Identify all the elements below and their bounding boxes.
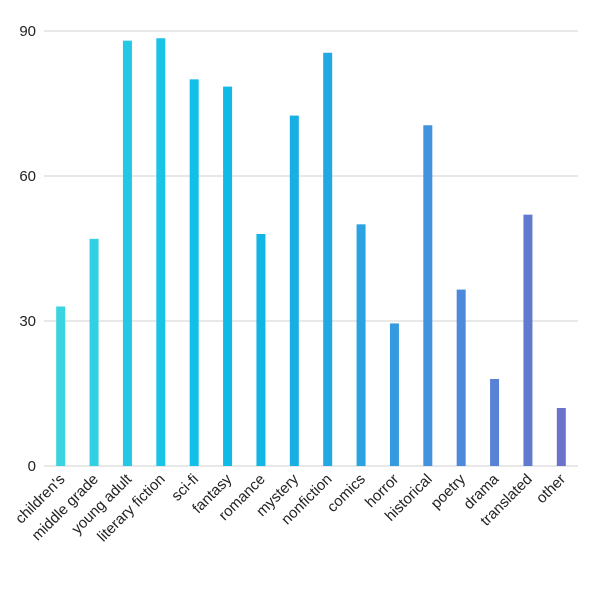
x-tick-label: other — [533, 471, 569, 507]
bar-children-s — [56, 306, 66, 466]
bars — [56, 38, 566, 467]
y-axis-ticks: 0 30 60 90 — [19, 23, 36, 475]
bar-middle-grade — [89, 238, 99, 466]
y-tick-label: 30 — [19, 313, 36, 330]
bar-other — [556, 408, 566, 466]
x-tick-label: poetry — [428, 470, 470, 512]
bar-horror — [389, 323, 399, 466]
bar-fantasy — [223, 86, 233, 466]
bar-drama — [490, 379, 500, 466]
bar-romance — [256, 234, 266, 466]
bar-comics — [356, 224, 366, 466]
bar-nonfiction — [323, 52, 333, 466]
x-tick-label: comics — [324, 471, 369, 516]
bar-historical — [423, 125, 433, 466]
bar-young-adult — [122, 40, 132, 467]
y-tick-label: 60 — [19, 168, 36, 185]
y-tick-label: 0 — [28, 458, 36, 475]
bar-literary-fiction — [156, 38, 166, 466]
y-tick-label: 90 — [19, 23, 36, 40]
bar-translated — [523, 214, 533, 466]
gridlines — [44, 30, 578, 467]
bar-sci-fi — [189, 79, 199, 466]
bar-mystery — [289, 115, 299, 466]
bar-poetry — [456, 289, 466, 466]
